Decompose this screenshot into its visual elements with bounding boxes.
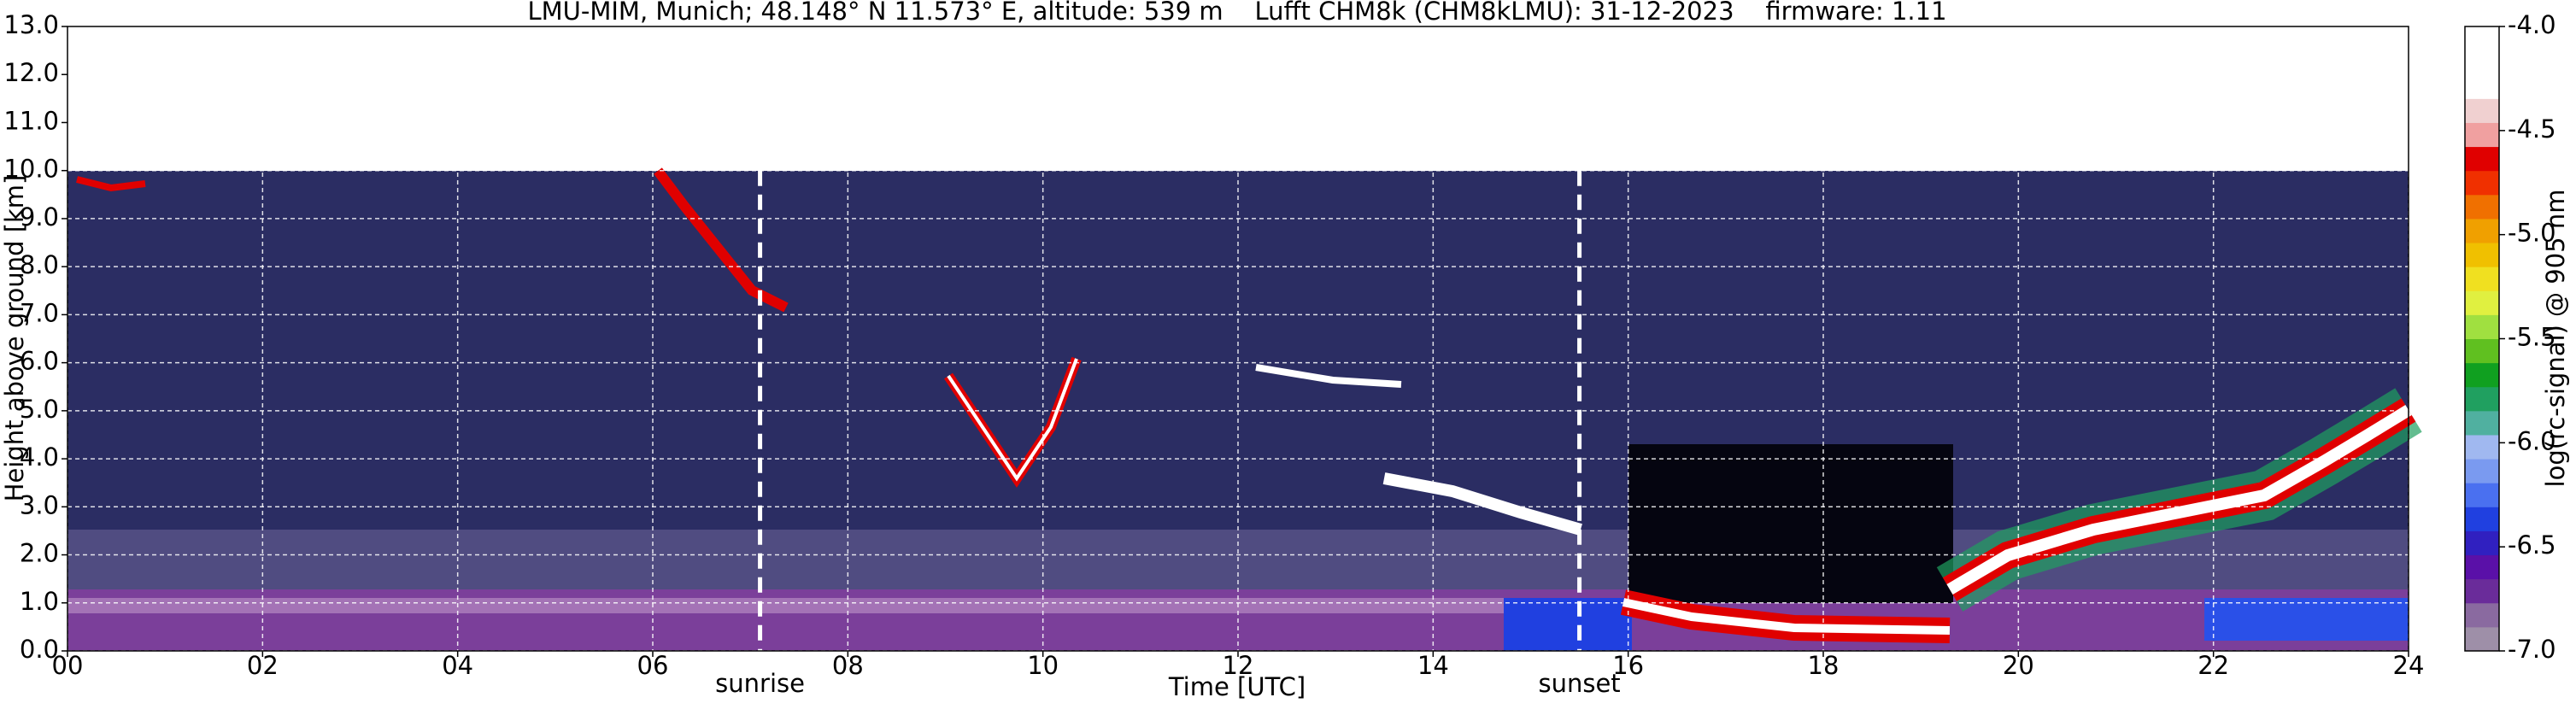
y-tick-label: 10.0 (3, 155, 59, 184)
event-label: sunset (1538, 669, 1620, 698)
colorbar-swatch (2465, 218, 2499, 243)
x-tick-label: 22 (2198, 651, 2229, 680)
colorbar-swatch (2465, 338, 2499, 364)
x-tick-label: 02 (247, 651, 279, 680)
x-tick-label: 14 (1417, 651, 1449, 680)
y-tick-label: 0.0 (20, 635, 59, 664)
x-tick-label: 00 (52, 651, 84, 680)
x-tick-label: 04 (442, 651, 473, 680)
y-tick-label: 13.0 (3, 10, 59, 39)
annotations (758, 170, 1582, 651)
y-tick-label: 3.0 (20, 490, 59, 519)
colorbar-swatch (2465, 554, 2499, 580)
y-tick-label: 8.0 (20, 250, 59, 279)
y-tick-label: 6.0 (20, 347, 59, 376)
colorbar-swatch (2465, 434, 2499, 460)
y-tick-label: 5.0 (20, 395, 59, 424)
colorbar-tick-label: -7.0 (2508, 635, 2556, 664)
x-tick-label: 10 (1027, 651, 1059, 680)
colorbar-swatch (2465, 146, 2499, 172)
colorbar-swatch (2465, 459, 2499, 483)
colorbar-swatch (2465, 122, 2499, 148)
colorbar-swatch (2465, 267, 2499, 291)
colorbar-swatch (2465, 507, 2499, 531)
x-axis-label: Time [UTC] (1168, 672, 1306, 701)
chart-title: LMU-MIM, Munich; 48.148° N 11.573° E, al… (527, 0, 1946, 26)
y-tick-label: 2.0 (20, 539, 59, 568)
x-tick-label: 24 (2393, 651, 2425, 680)
colorbar-tick-label: -6.0 (2508, 426, 2556, 455)
colorbar-tick-label: -4.5 (2508, 114, 2556, 144)
y-tick-label: 7.0 (20, 298, 59, 327)
colorbar-tick-label: -5.5 (2508, 323, 2556, 352)
x-tick-label: 20 (2003, 651, 2034, 680)
y-axis-label: Height above ground [km] (0, 175, 29, 502)
colorbar-swatch (2465, 386, 2499, 412)
colorbar-swatch (2465, 530, 2499, 556)
colorbar-swatch (2465, 483, 2499, 507)
colorbar-swatch (2465, 314, 2499, 339)
colorbar-tick-label: -6.5 (2508, 530, 2556, 560)
colorbar: -4.0 -4.5 -5.0 -5.5 -6.0 -6.5 -7.0 (2464, 10, 2556, 664)
colorbar-swatch (2465, 170, 2499, 196)
colorbar-swatch (2465, 50, 2499, 75)
colorbar-swatch (2465, 362, 2499, 388)
colorbar-tick-label: -5.0 (2508, 219, 2556, 248)
plot-frame (67, 26, 2409, 652)
colorbar-swatch (2465, 626, 2499, 652)
colorbar-swatch (2465, 602, 2499, 628)
y-tick-label: 12.0 (3, 58, 59, 87)
colorbar-swatch (2465, 194, 2499, 220)
colorbar-swatch (2465, 26, 2499, 51)
event-label: sunrise (715, 669, 805, 698)
colorbar-swatch (2465, 578, 2499, 604)
colorbar-label: log(rc-signal) @ 905 nm (2541, 190, 2570, 488)
colorbar-swatch (2465, 243, 2499, 267)
y-tick-label: 1.0 (20, 587, 59, 616)
colorbar-swatch (2465, 74, 2499, 99)
colorbar-tick-label: -4.0 (2508, 10, 2556, 39)
x-tick-label: 18 (1808, 651, 1840, 680)
colorbar-swatch (2465, 290, 2499, 315)
y-tick-label: 4.0 (20, 442, 59, 472)
x-tick-label: 08 (832, 651, 864, 680)
x-tick-label: 16 (1612, 651, 1644, 680)
colorbar-swatch (2465, 410, 2499, 436)
colorbar-swatch (2465, 98, 2499, 123)
x-tick-label: 12 (1223, 651, 1254, 680)
x-tick-label: 06 (637, 651, 669, 680)
y-tick-label: 9.0 (20, 202, 59, 231)
y-tick-label: 11.0 (3, 106, 59, 135)
